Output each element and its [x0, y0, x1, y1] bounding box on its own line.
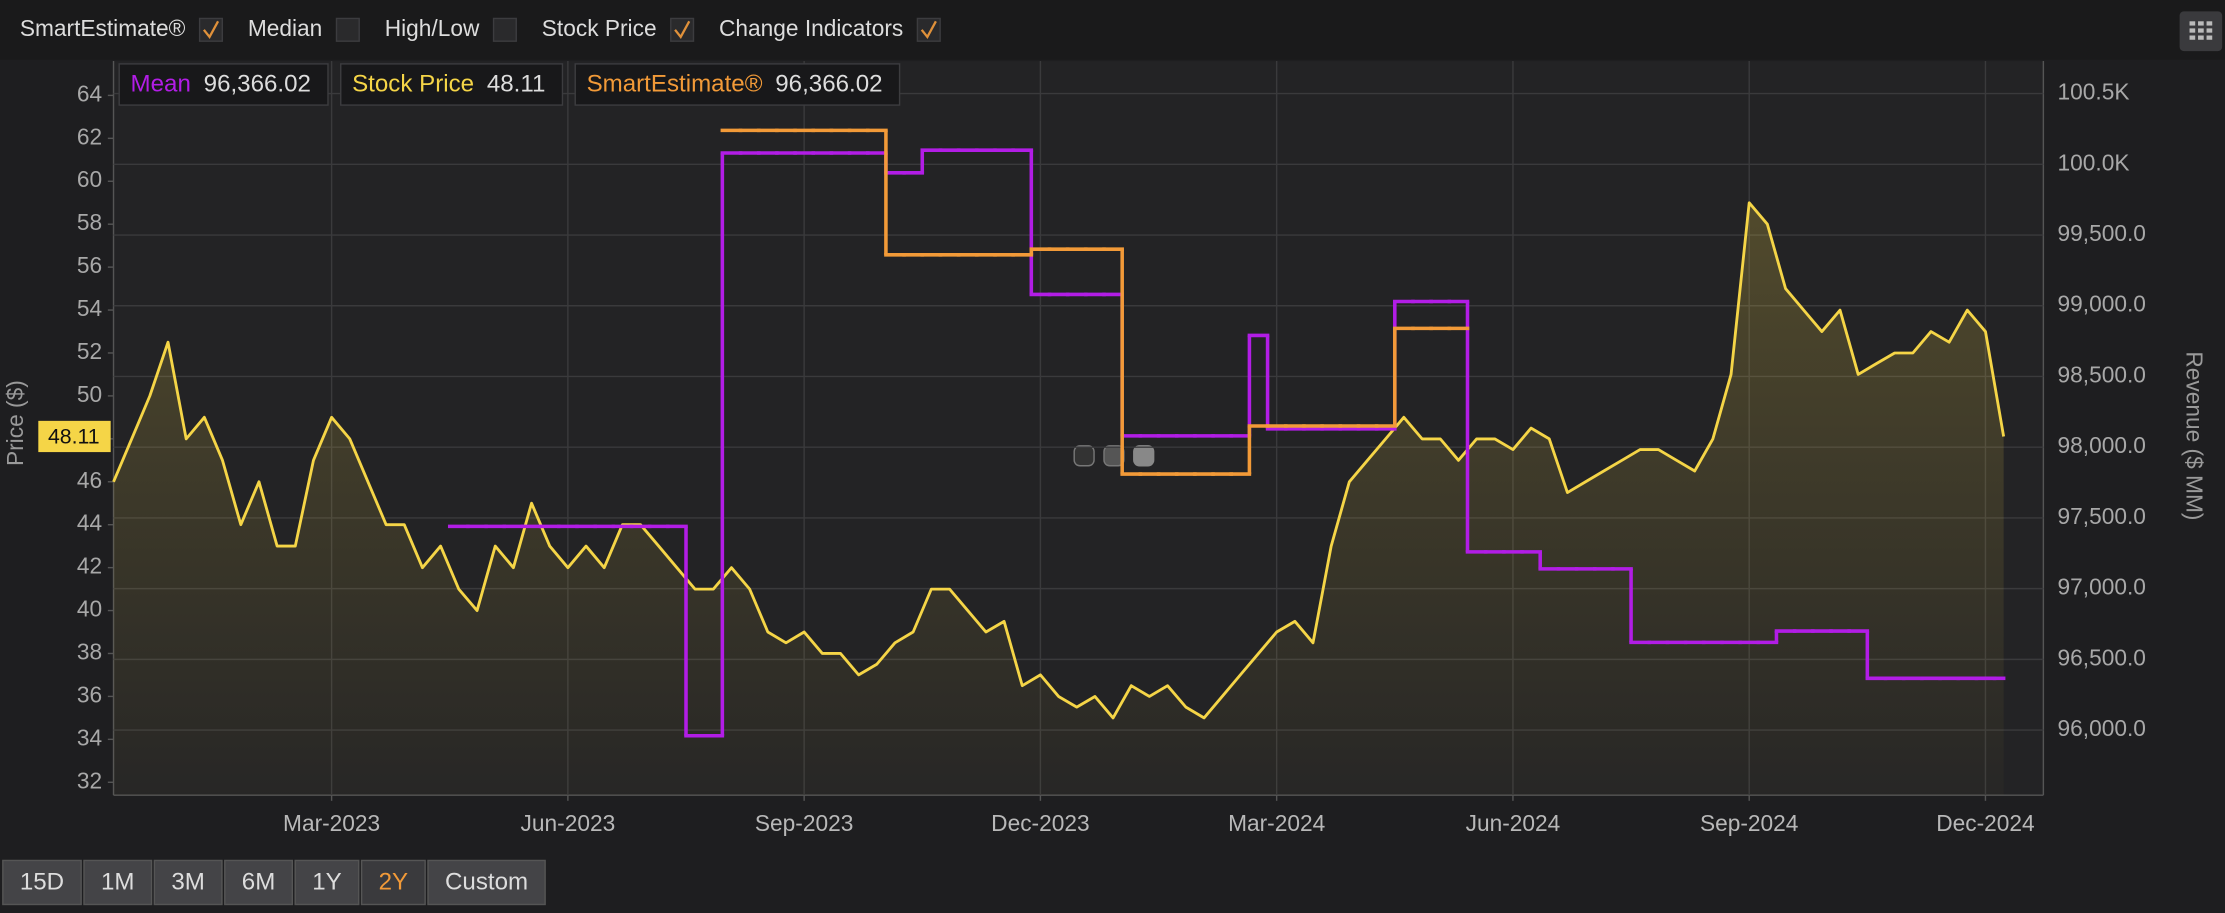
toggle-label[interactable]: Stock Price [542, 15, 657, 41]
x-tick-label: Dec-2024 [1936, 810, 2034, 836]
x-tick-label: Sep-2023 [755, 810, 853, 836]
y-tick-label: 56 [77, 252, 102, 278]
y-tick-label: 54 [77, 295, 102, 321]
y-tick-label: 62 [77, 123, 102, 149]
toggle-label[interactable]: Change Indicators [719, 15, 903, 41]
checkbox[interactable] [492, 17, 517, 42]
y-tick-label: 40 [77, 596, 102, 622]
range-button-label[interactable]: 6M [242, 869, 276, 896]
y-tick-label: 44 [77, 510, 102, 536]
y2-tick-label: 96,000.0 [2058, 715, 2146, 741]
checkbox[interactable] [335, 17, 360, 42]
x-tick-label: Dec-2023 [991, 810, 1089, 836]
x-tick-label: Jun-2024 [1466, 810, 1561, 836]
toggle-label[interactable]: High/Low [385, 15, 480, 41]
grid-menu-icon [2189, 21, 2213, 40]
y-tick-label: 58 [77, 209, 102, 235]
readout-box [340, 63, 564, 106]
toolbar-bg [0, 0, 2225, 60]
readout-name: Mean [131, 71, 191, 98]
y2-tick-label: 98,000.0 [2058, 432, 2146, 458]
price-line [112, 201, 2006, 720]
y2-tick-label: 100.5K [2058, 79, 2130, 105]
readout-box [574, 63, 901, 106]
y2-tick-label: 97,000.0 [2058, 574, 2146, 600]
y-tick-label: 60 [77, 166, 102, 192]
y2-tick-label: 97,500.0 [2058, 503, 2146, 529]
range-button-label[interactable]: 3M [171, 869, 205, 896]
toggle-label[interactable]: SmartEstimate® [20, 15, 186, 41]
y2-tick-label: 96,500.0 [2058, 644, 2146, 670]
y2-tick-label: 99,500.0 [2058, 220, 2146, 246]
range-button[interactable] [360, 859, 426, 906]
range-button-label[interactable]: 2Y [379, 869, 409, 896]
range-button-label[interactable]: 1M [101, 869, 135, 896]
x-tick-label: Sep-2024 [1700, 810, 1798, 836]
price-tag [38, 420, 111, 453]
loading-dots [1073, 445, 1155, 467]
y-tick-label: 50 [77, 381, 102, 407]
y2-tick-label: 99,000.0 [2058, 291, 2146, 317]
y-axis-title: Price ($) [2, 380, 28, 466]
check-mark [202, 20, 220, 39]
range-button[interactable] [153, 859, 223, 906]
range-button[interactable] [224, 859, 294, 906]
y-tick-label: 42 [77, 553, 102, 579]
x-tick-label: Mar-2023 [283, 810, 380, 836]
readout-name: SmartEstimate® [587, 71, 763, 98]
price-area [113, 202, 2004, 796]
y-tick-label: 34 [77, 724, 102, 750]
y2-tick-label: 98,500.0 [2058, 361, 2146, 387]
y2-axis-title: Revenue ($ MM) [2181, 351, 2207, 520]
readout-name: Stock Price [352, 71, 474, 98]
readout-box [118, 63, 329, 106]
check-mark [920, 20, 937, 39]
range-button[interactable] [294, 859, 360, 906]
price-tag-label: 48.11 [48, 425, 100, 449]
x-tick-label: Mar-2024 [1228, 810, 1325, 836]
range-button-label[interactable]: 15D [20, 869, 64, 896]
range-button[interactable] [2, 859, 82, 906]
range-button[interactable] [427, 859, 546, 906]
toggle-label[interactable]: Median [248, 15, 322, 41]
y-tick-label: 32 [77, 767, 102, 793]
readout-value: 96,366.02 [775, 71, 882, 98]
readout-value: 96,366.02 [204, 71, 311, 98]
check-mark [674, 20, 691, 39]
range-button[interactable] [83, 859, 153, 906]
range-button-label[interactable]: 1Y [312, 869, 342, 896]
x-tick-label: Jun-2023 [521, 810, 616, 836]
range-button-label[interactable]: Custom [445, 869, 528, 896]
y-tick-label: 38 [77, 638, 102, 664]
y-tick-label: 46 [77, 467, 102, 493]
y-tick-label: 64 [77, 80, 102, 106]
readout-value: 48.11 [487, 71, 546, 98]
y-tick-label: 52 [77, 338, 102, 364]
y-tick-label: 36 [77, 681, 102, 707]
y2-tick-label: 100.0K [2058, 149, 2130, 175]
